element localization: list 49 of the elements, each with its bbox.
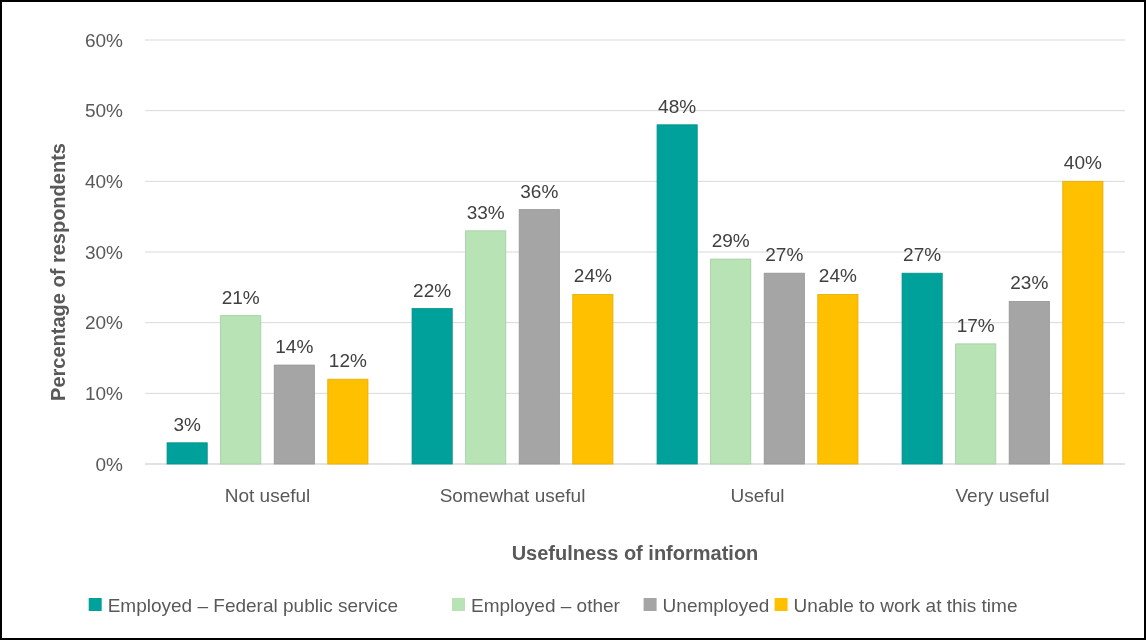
- bar: [817, 294, 859, 465]
- legend-label: Employed – Federal public service: [107, 594, 399, 616]
- y-tick-label: 30%: [84, 241, 124, 263]
- bar: [220, 315, 262, 465]
- bar: [572, 294, 614, 465]
- x-tick-label: Useful: [730, 485, 785, 506]
- bar: [518, 209, 560, 465]
- bar: [327, 378, 369, 465]
- y-axis-title: Percentage of respondents: [47, 143, 69, 401]
- data-label: 27%: [903, 244, 942, 266]
- bar: [1062, 180, 1104, 465]
- x-axis-title: Usefulness of information: [511, 542, 759, 564]
- data-label: 48%: [658, 95, 697, 117]
- data-label: 36%: [520, 180, 559, 202]
- data-label: 21%: [221, 286, 260, 308]
- data-label: 40%: [1063, 152, 1102, 174]
- data-label: 24%: [818, 265, 857, 287]
- legend-label: Unable to work at this time: [793, 594, 1018, 616]
- data-label: 3%: [173, 413, 201, 435]
- data-label: 24%: [573, 265, 612, 287]
- bar: [763, 272, 805, 465]
- x-tick-label: Not useful: [224, 485, 311, 506]
- bar: [955, 343, 997, 465]
- bar: [901, 272, 943, 465]
- data-label: 33%: [466, 201, 505, 223]
- y-tick-label: 10%: [84, 382, 124, 404]
- bar: [411, 308, 453, 465]
- y-tick-label: 0%: [95, 453, 124, 475]
- x-tick-label: Very useful: [955, 485, 1050, 506]
- bar: [465, 230, 507, 465]
- data-label: 17%: [956, 314, 995, 336]
- data-label: 23%: [1010, 272, 1049, 294]
- bar: [656, 124, 698, 465]
- data-label: 22%: [413, 279, 452, 301]
- bar: [710, 258, 752, 465]
- y-tick-label: 40%: [84, 170, 124, 192]
- x-tick-label: Somewhat useful: [439, 485, 586, 506]
- data-label: 14%: [275, 336, 314, 358]
- data-label: 12%: [328, 350, 367, 372]
- legend-label: Unemployed: [662, 594, 770, 616]
- bar: [1008, 301, 1050, 465]
- y-tick-label: 20%: [84, 312, 124, 334]
- y-tick-label: 50%: [84, 100, 124, 122]
- y-tick-label: 60%: [84, 29, 124, 51]
- legend-label: Employed – other: [471, 594, 621, 616]
- bar: [273, 364, 315, 465]
- bar: [166, 442, 208, 465]
- data-label: 29%: [711, 230, 750, 252]
- data-label: 27%: [765, 244, 804, 266]
